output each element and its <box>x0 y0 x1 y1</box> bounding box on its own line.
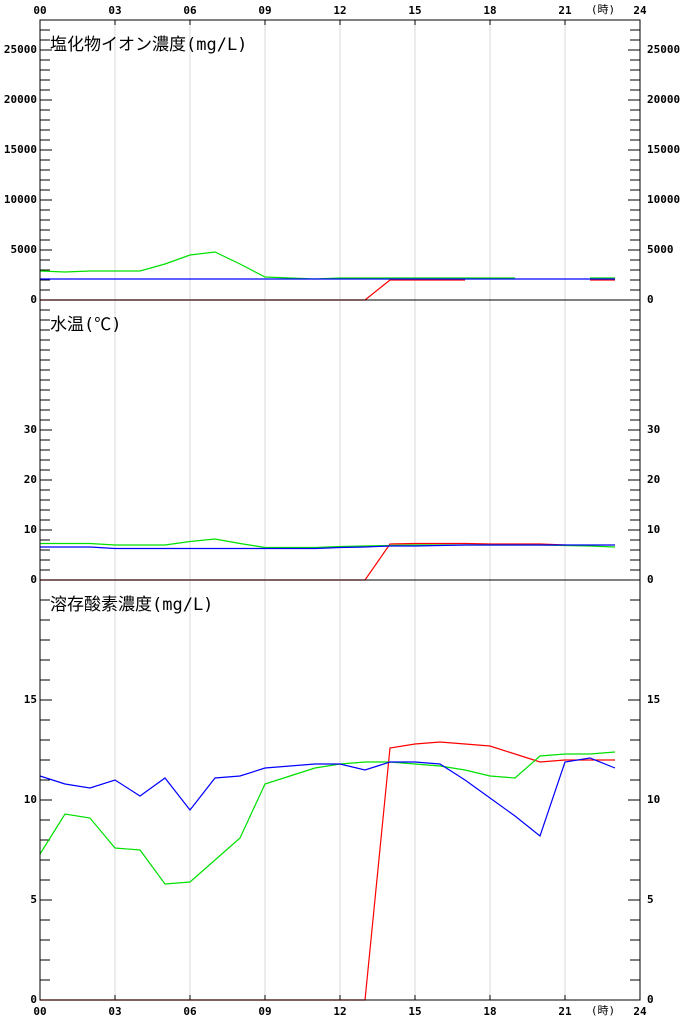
y-tick-label: 20 <box>647 473 660 486</box>
x-tick-label: 12 <box>333 4 346 17</box>
y-tick-label: 5000 <box>647 243 674 256</box>
panel-title: 溶存酸素濃度(mg/L) <box>50 595 213 615</box>
panel-title: 塩化物イオン濃度(mg/L) <box>50 35 247 55</box>
y-tick-label: 15000 <box>4 143 37 156</box>
y-tick-label: 0 <box>30 293 37 306</box>
y-tick-label: 15000 <box>647 143 680 156</box>
x-tick-label: 12 <box>333 1005 346 1018</box>
x-tick-label: 06 <box>183 4 197 17</box>
plot-frame <box>39 579 641 1001</box>
series-line <box>40 538 616 549</box>
y-tick-label: 10000 <box>647 193 680 206</box>
series-line <box>40 544 615 550</box>
x-tick-label: 21 <box>558 4 572 17</box>
x-tick-label: 09 <box>258 1005 271 1018</box>
x-axis-label: (時) <box>591 3 615 16</box>
x-tick-label: 18 <box>483 4 496 17</box>
x-tick-label: 06 <box>183 1005 197 1018</box>
y-tick-label: 15 <box>647 693 660 706</box>
x-tick-label: 24 <box>633 1005 647 1018</box>
y-tick-label: 5 <box>30 893 37 906</box>
series-line <box>39 751 616 885</box>
y-tick-label: 20 <box>24 473 37 486</box>
x-tick-label: 03 <box>108 4 121 17</box>
y-tick-label: 5000 <box>11 243 38 256</box>
x-axis-label: (時) <box>591 1004 615 1017</box>
y-tick-label: 25000 <box>647 43 680 56</box>
series-line <box>40 279 615 301</box>
y-tick-label: 0 <box>30 993 37 1006</box>
x-tick-label: 15 <box>408 1005 421 1018</box>
x-tick-label: 24 <box>633 4 647 17</box>
y-tick-label: 0 <box>30 573 37 586</box>
y-tick-label: 10 <box>24 523 37 536</box>
series-line <box>40 741 615 1001</box>
x-tick-label: 03 <box>108 1005 121 1018</box>
series-line <box>39 251 615 280</box>
y-tick-label: 10 <box>647 523 660 536</box>
y-tick-label: 10 <box>24 793 37 806</box>
y-tick-label: 20000 <box>4 93 37 106</box>
y-tick-label: 0 <box>647 293 654 306</box>
y-tick-label: 30 <box>24 423 37 436</box>
series-line <box>39 757 616 838</box>
x-tick-label: 18 <box>483 1005 496 1018</box>
y-tick-label: 20000 <box>647 93 680 106</box>
y-tick-label: 0 <box>647 993 654 1006</box>
y-tick-label: 10000 <box>4 193 37 206</box>
y-tick-label: 0 <box>647 573 654 586</box>
y-tick-label: 15 <box>24 693 37 706</box>
x-tick-label: 00 <box>33 4 46 17</box>
y-tick-label: 10 <box>647 793 660 806</box>
y-tick-label: 5 <box>647 893 654 906</box>
x-tick-label: 21 <box>558 1005 572 1018</box>
y-tick-label: 25000 <box>4 43 37 56</box>
x-tick-label: 00 <box>33 1005 46 1018</box>
panel-title: 水温(℃) <box>50 315 121 335</box>
x-tick-label: 15 <box>408 4 421 17</box>
x-tick-label: 09 <box>258 4 271 17</box>
y-tick-label: 30 <box>647 423 660 436</box>
